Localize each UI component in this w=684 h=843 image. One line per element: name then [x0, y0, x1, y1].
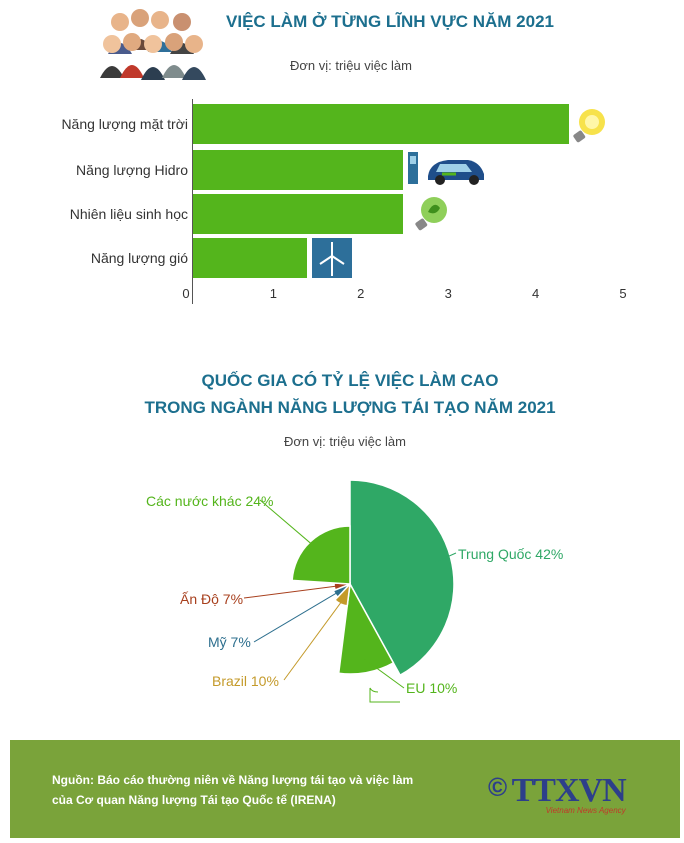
bar-category-label: Năng lượng mặt trời	[61, 116, 188, 132]
bar	[193, 238, 307, 278]
pie-chart-title: QUỐC GIA CÓ TỶ LỆ VIỆC LÀM CAO TRONG NGÀ…	[100, 367, 600, 421]
x-tick-label: 1	[269, 286, 278, 301]
pie-slice-label: Mỹ 7%	[208, 634, 251, 650]
bar-category-label: Nhiên liệu sinh học	[69, 206, 188, 222]
bar-chart-unit: Đơn vị: triệu việc làm	[290, 58, 412, 73]
pie-slice	[349, 479, 455, 677]
x-tick-label: 4	[531, 286, 540, 301]
bar	[193, 150, 403, 190]
bar-chart-axis	[192, 99, 193, 304]
pie-chart-unit: Đơn vị: triệu việc làm	[284, 434, 406, 449]
copyright-symbol: ©	[488, 772, 508, 802]
pie-leader-line	[253, 592, 338, 643]
pie-leader-line	[259, 499, 317, 549]
x-tick-label: 3	[444, 286, 452, 301]
bar	[193, 194, 403, 234]
pie-slice-label: Trung Quốc 42%	[458, 546, 564, 562]
hydrogen-car-icon	[408, 152, 484, 185]
people-group-icon	[100, 9, 206, 80]
pie-leader-line	[243, 585, 337, 599]
pie-leader-line	[283, 600, 343, 681]
source-line-1: Nguồn: Báo cáo thường niên về Năng lượng…	[52, 773, 414, 787]
pie-slice	[291, 525, 351, 585]
logo-text: TTXVN	[511, 772, 627, 809]
ttxvn-logo: © TTXVN Vietnam News Agency	[488, 772, 627, 815]
bio-fuel-bulb-icon	[415, 197, 447, 231]
pie-leader-line	[364, 658, 405, 689]
pie-slice	[337, 581, 395, 675]
footer: Nguồn: Báo cáo thường niên về Năng lượng…	[10, 740, 680, 838]
logo-subtext: Vietnam News Agency	[545, 806, 626, 815]
pie-leader-line	[369, 687, 400, 703]
x-tick-label: 0	[182, 286, 190, 301]
pie-slice-label: Các nước khác 24%	[146, 493, 274, 509]
x-tick-label: 5	[619, 286, 627, 301]
bar-category-label: Năng lượng gió	[90, 250, 188, 266]
pie-chart-title-line1: QUỐC GIA CÓ TỶ LỆ VIỆC LÀM CAO	[201, 371, 499, 390]
pie-slice	[333, 581, 352, 607]
wind-turbine-icon	[312, 238, 352, 278]
source-line-2: của Cơ quan Năng lượng Tái tạo Quốc tế (…	[52, 793, 336, 807]
bar-category-label: Năng lượng Hidro	[76, 162, 188, 178]
bar-chart-title: VIỆC LÀM Ở TỪNG LĨNH VỰC NĂM 2021	[226, 12, 554, 31]
x-tick-label: 2	[357, 286, 365, 301]
bar	[193, 104, 569, 144]
source-note: Nguồn: Báo cáo thường niên về Năng lượng…	[52, 770, 413, 810]
light-bulb-icon	[573, 109, 605, 143]
pie-slice-label: Ấn Độ 7%	[180, 591, 244, 607]
pie-leader-line	[435, 552, 457, 563]
pie-chart-title-line2: TRONG NGÀNH NĂNG LƯỢNG TÁI TẠO NĂM 2021	[144, 398, 556, 417]
pie-slice-label: EU 10%	[406, 680, 458, 696]
pie-chart	[243, 479, 457, 703]
pie-slice-label: Brazil 10%	[212, 673, 279, 689]
